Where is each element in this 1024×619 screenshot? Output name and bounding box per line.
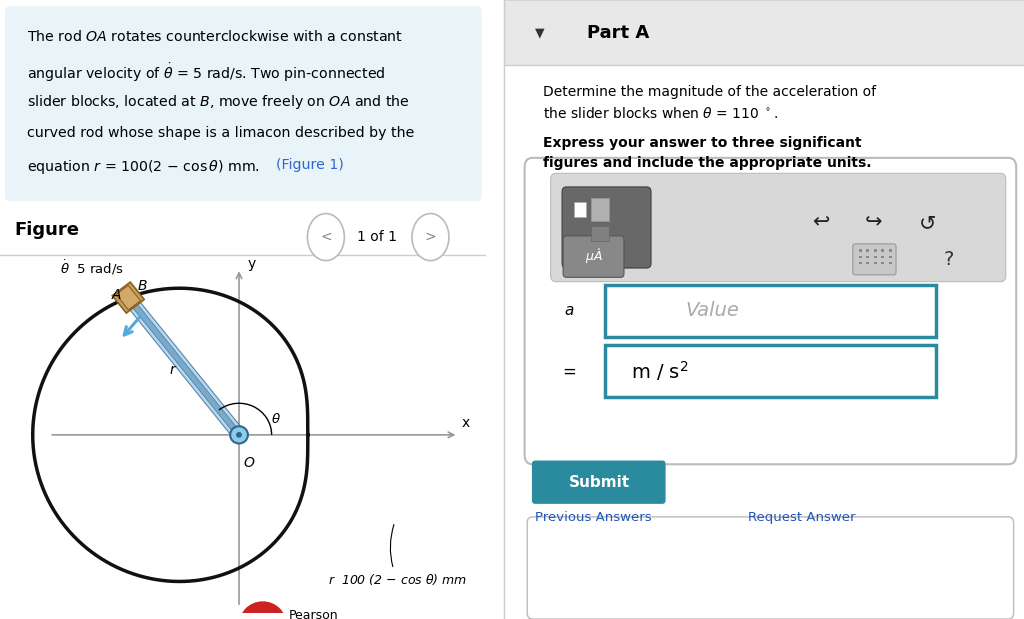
Text: The rod $\mathit{OA}$ rotates counterclockwise with a constant: The rod $\mathit{OA}$ rotates counterclo… bbox=[27, 29, 402, 44]
Bar bbox=[873, 249, 877, 252]
FancyBboxPatch shape bbox=[605, 345, 936, 397]
FancyBboxPatch shape bbox=[551, 173, 1006, 282]
Text: x: x bbox=[462, 416, 470, 430]
Text: m / s$^2$: m / s$^2$ bbox=[631, 360, 689, 383]
Text: A: A bbox=[112, 288, 121, 302]
FancyBboxPatch shape bbox=[853, 244, 896, 275]
Circle shape bbox=[239, 601, 287, 619]
Bar bbox=[591, 226, 608, 241]
Polygon shape bbox=[128, 300, 244, 439]
Text: Part A: Part A bbox=[587, 24, 649, 42]
Circle shape bbox=[307, 214, 344, 261]
Text: ↩: ↩ bbox=[812, 213, 829, 233]
Bar bbox=[858, 249, 862, 252]
Text: Submit: Submit bbox=[568, 475, 630, 490]
Text: B: B bbox=[138, 279, 147, 293]
Circle shape bbox=[412, 214, 449, 261]
Text: Determine the magnitude of the acceleration of: Determine the magnitude of the accelerat… bbox=[543, 85, 876, 100]
Text: $r$  100 (2 $-$ cos $\theta$) mm: $r$ 100 (2 $-$ cos $\theta$) mm bbox=[328, 524, 467, 587]
Polygon shape bbox=[113, 282, 144, 313]
Text: ↺: ↺ bbox=[919, 213, 937, 233]
Bar bbox=[882, 262, 885, 264]
Polygon shape bbox=[116, 285, 140, 310]
Text: O: O bbox=[243, 456, 254, 470]
Text: Express your answer to three significant: Express your answer to three significant bbox=[543, 136, 861, 150]
Bar bbox=[591, 199, 608, 221]
Text: >: > bbox=[425, 230, 436, 244]
FancyBboxPatch shape bbox=[524, 158, 1016, 464]
Circle shape bbox=[237, 432, 242, 438]
Text: $\theta$: $\theta$ bbox=[271, 412, 281, 426]
Text: slider blocks, located at $\mathit{B}$, move freely on $\mathit{OA}$ and the: slider blocks, located at $\mathit{B}$, … bbox=[27, 93, 410, 111]
Text: $\mu\mathring{A}$: $\mu\mathring{A}$ bbox=[585, 247, 603, 266]
Text: ↪: ↪ bbox=[864, 213, 882, 233]
Text: Previous Answers: Previous Answers bbox=[535, 511, 651, 524]
Polygon shape bbox=[131, 302, 242, 436]
Text: r: r bbox=[169, 363, 175, 376]
Bar bbox=[858, 262, 862, 264]
Text: ▼: ▼ bbox=[536, 26, 545, 40]
FancyBboxPatch shape bbox=[563, 236, 624, 277]
Text: equation $r$ = 100(2 $-$ cos$\,\theta$) mm.: equation $r$ = 100(2 $-$ cos$\,\theta$) … bbox=[27, 158, 261, 176]
Text: angular velocity of $\dot{\theta}$ = 5 rad/s. Two pin-connected: angular velocity of $\dot{\theta}$ = 5 r… bbox=[27, 61, 385, 84]
FancyBboxPatch shape bbox=[5, 6, 481, 201]
Text: =: = bbox=[562, 362, 575, 381]
Bar bbox=[866, 249, 869, 252]
Bar bbox=[873, 262, 877, 264]
Bar bbox=[889, 256, 892, 258]
Text: figures and include the appropriate units.: figures and include the appropriate unit… bbox=[543, 156, 871, 170]
Text: Request Answer: Request Answer bbox=[749, 511, 856, 524]
Bar bbox=[873, 256, 877, 258]
FancyBboxPatch shape bbox=[527, 517, 1014, 619]
Bar bbox=[889, 262, 892, 264]
Bar bbox=[866, 262, 869, 264]
FancyBboxPatch shape bbox=[562, 187, 651, 268]
Bar bbox=[882, 256, 885, 258]
Text: Figure: Figure bbox=[14, 221, 80, 239]
Text: ?: ? bbox=[943, 250, 953, 269]
Text: y: y bbox=[248, 257, 256, 271]
Text: Value: Value bbox=[686, 301, 739, 320]
Text: Pearson: Pearson bbox=[289, 608, 339, 619]
FancyBboxPatch shape bbox=[531, 461, 666, 504]
Circle shape bbox=[230, 426, 248, 443]
Bar bbox=[858, 256, 862, 258]
Bar bbox=[882, 249, 885, 252]
Text: the slider blocks when $\theta$ = 110 $^\circ$.: the slider blocks when $\theta$ = 110 $^… bbox=[543, 106, 778, 121]
Bar bbox=[573, 202, 586, 217]
FancyBboxPatch shape bbox=[605, 285, 936, 337]
Bar bbox=[889, 249, 892, 252]
Bar bbox=[866, 256, 869, 258]
Text: curved rod whose shape is a limacon described by the: curved rod whose shape is a limacon desc… bbox=[27, 126, 414, 140]
Text: a: a bbox=[564, 303, 573, 318]
Text: $\dot{\theta}$  5 rad/s: $\dot{\theta}$ 5 rad/s bbox=[59, 259, 124, 277]
Bar bbox=[504, 0, 1024, 65]
Text: <: < bbox=[321, 230, 332, 244]
Text: (Figure 1): (Figure 1) bbox=[275, 158, 343, 172]
Text: 1 of 1: 1 of 1 bbox=[357, 230, 397, 244]
